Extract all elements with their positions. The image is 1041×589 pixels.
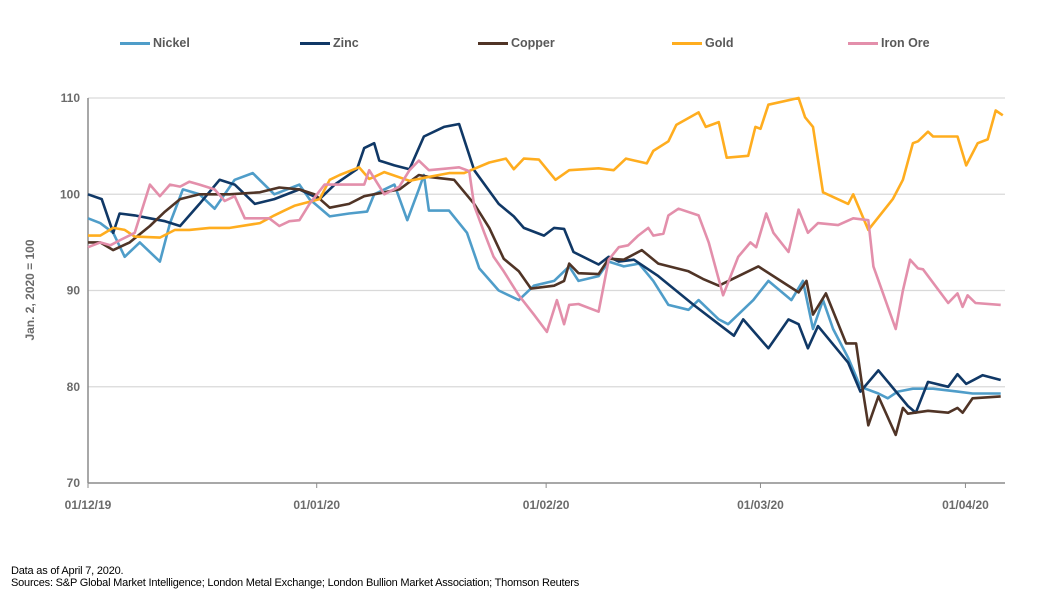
footnote-date: Data as of April 7, 2020.	[11, 565, 124, 577]
y-tick-label: 100	[60, 187, 80, 201]
series-line-zinc	[87, 122, 1002, 414]
x-tick-label: 01/01/20	[293, 498, 340, 512]
legend-swatch	[672, 41, 702, 45]
legend-label: Nickel	[153, 36, 190, 50]
legend-swatch	[848, 41, 878, 45]
x-tick-label: 01/04/20	[942, 498, 989, 512]
legend-swatch	[120, 41, 150, 45]
y-tick-label: 90	[67, 284, 81, 298]
x-tick-labels: 01/12/19 01/01/20 01/02/20 01/03/20 01/04/20	[65, 483, 989, 512]
legend-label: Zinc	[333, 36, 359, 50]
legend-label: Gold	[705, 36, 734, 50]
y-axis-title: Jan. 2, 2020 = 100	[23, 239, 37, 340]
y-tick-label: 70	[67, 476, 81, 490]
legend-label: Copper	[511, 36, 555, 50]
legend-item-gold: Gold	[672, 36, 733, 50]
y-tick-labels: 70 80 90 100 110	[60, 91, 80, 490]
series-line-iron-ore	[87, 159, 1001, 334]
legend-swatch	[300, 41, 330, 45]
x-tick-label: 01/03/20	[737, 498, 784, 512]
footnote-sources: Sources: S&P Global Market Intelligence;…	[11, 577, 580, 589]
chart-legend: Nickel Zinc Copper Gold Iron Ore	[0, 36, 1041, 54]
legend-item-nickel: Nickel	[120, 36, 190, 50]
legend-swatch	[478, 41, 508, 45]
y-tick-label: 110	[61, 91, 81, 105]
y-tick-label: 80	[67, 380, 81, 394]
series-line-gold	[88, 96, 1004, 239]
series-lines	[87, 96, 1004, 437]
series-line-copper	[88, 173, 1001, 437]
x-tick-label: 01/12/19	[65, 498, 112, 512]
legend-item-zinc: Zinc	[300, 36, 359, 50]
legend-label: Iron Ore	[881, 36, 930, 50]
legend-item-iron-ore: Iron Ore	[848, 36, 930, 50]
legend-item-copper: Copper	[478, 36, 555, 50]
x-tick-label: 01/02/20	[523, 498, 570, 512]
